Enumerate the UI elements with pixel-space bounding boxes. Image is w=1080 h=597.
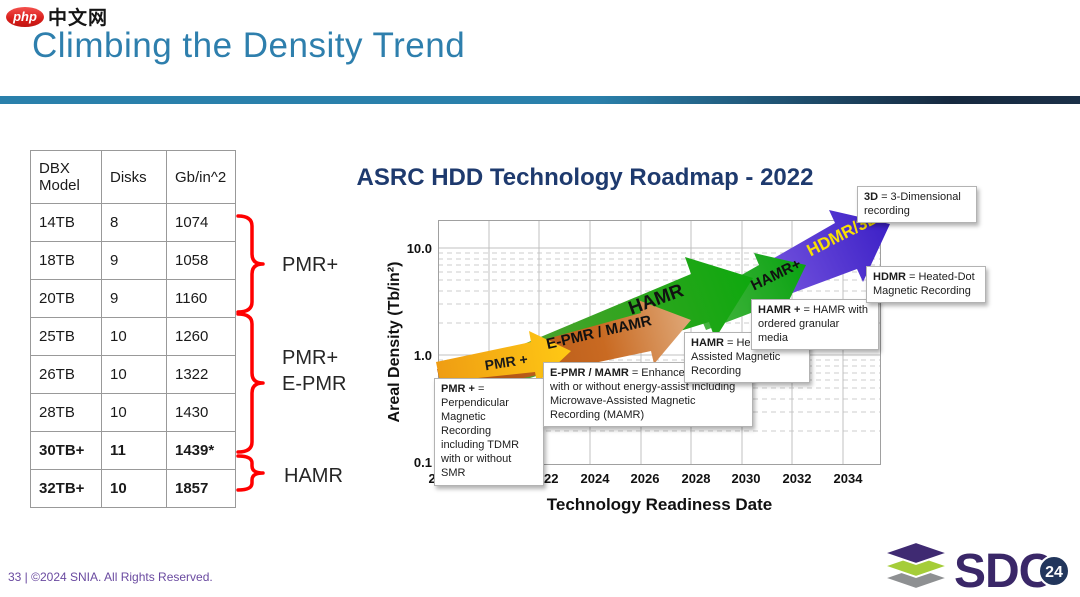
- plot-frame: [438, 220, 881, 465]
- cell-density: 1074: [166, 203, 236, 242]
- x-axis-label: Technology Readiness Date: [546, 495, 773, 514]
- page-title: Climbing the Density Trend: [32, 26, 466, 65]
- cell-density: 1058: [166, 241, 236, 280]
- cell-disks: 10: [101, 469, 167, 508]
- sdc-badge-circle: [1038, 555, 1070, 587]
- note-term: HDMR: [873, 271, 906, 283]
- table-row: 30TB+ 11 1439*: [30, 431, 236, 470]
- x-tick: 2028: [681, 471, 711, 486]
- note-hamr-plus: HAMR + = HAMR with ordered granular media: [751, 299, 879, 351]
- cell-density: 1322: [166, 355, 236, 394]
- arrow-label-pmr-plus: PMR +: [484, 351, 529, 374]
- cell-density: 1430: [166, 393, 236, 432]
- cell-disks: 10: [101, 355, 167, 394]
- col-header-disks: Disks: [101, 150, 167, 204]
- x-tick: 2024: [580, 471, 610, 486]
- note-term: 3D: [864, 191, 879, 203]
- cell-model: 32TB+: [30, 469, 102, 508]
- x-tick: 2034: [833, 471, 863, 486]
- table-row: 28TB 10 1430: [30, 393, 236, 432]
- cell-model: 25TB: [30, 317, 102, 356]
- php-site-logo: php 中文网: [6, 3, 108, 30]
- brace-label-hamr: HAMR: [284, 465, 343, 487]
- table-header-row: DBX Model Disks Gb/in^2: [30, 150, 236, 204]
- x-tick: 2032: [782, 471, 812, 486]
- note-term: HAMR: [691, 337, 724, 349]
- brace-epmr: [236, 312, 265, 454]
- x-tick: 2030: [731, 471, 761, 486]
- table-row: 32TB+ 10 1857: [30, 469, 236, 508]
- cell-model: 30TB+: [30, 431, 102, 470]
- cell-disks: 10: [101, 317, 167, 356]
- sdc-wordmark: SDC: [954, 545, 1053, 596]
- footer-copyright: 33 | ©2024 SNIA. All Rights Reserved.: [8, 570, 213, 584]
- chart-title: ASRC HDD Technology Roadmap - 2022: [356, 164, 814, 191]
- sdc-badge-year: 24: [1045, 564, 1063, 581]
- cell-density: 1857: [166, 469, 236, 508]
- note-text: = Heat-Assisted Magnetic Recording: [691, 337, 781, 378]
- sdc-layers-icon: [880, 540, 952, 591]
- arrow-pmr-plus: [436, 331, 571, 383]
- note-text: = Heated-Dot Magnetic Recording: [873, 271, 975, 298]
- y-tick: 1.0: [413, 348, 432, 363]
- cell-model: 26TB: [30, 355, 102, 394]
- sdc-logo: SDC 24: [880, 540, 1070, 596]
- cell-model: 18TB: [30, 241, 102, 280]
- note-text: = Enhanced PMR + with or without energy-…: [550, 367, 736, 422]
- brace-pmr: [236, 214, 265, 314]
- col-header-density: Gb/in^2: [166, 150, 236, 204]
- title-divider-bar: [0, 96, 1080, 104]
- note-term: E-PMR / MAMR: [550, 367, 629, 379]
- cell-disks: 9: [101, 279, 167, 318]
- table-row: 26TB 10 1322: [30, 355, 236, 394]
- cell-model: 14TB: [30, 203, 102, 242]
- dbx-density-table: DBX Model Disks Gb/in^2 14TB 8 1074 18TB…: [30, 150, 236, 508]
- y-tick: 0.1: [413, 455, 432, 470]
- cell-density: 1439*: [166, 431, 236, 470]
- grouping-braces: [236, 214, 265, 492]
- cell-model: 28TB: [30, 393, 102, 432]
- y-axis-label: Areal Density (Tb/in²): [386, 261, 403, 423]
- table-row: 18TB 9 1058: [30, 241, 236, 280]
- table-row: 14TB 8 1074: [30, 203, 236, 242]
- brace-hamr: [236, 454, 265, 492]
- cell-disks: 11: [101, 431, 167, 470]
- brace-label-pmr: PMR+: [282, 254, 339, 276]
- note-hdmr: HDMR = Heated-Dot Magnetic Recording: [866, 266, 986, 304]
- table-row: 25TB 10 1260: [30, 317, 236, 356]
- note-text: = HAMR with ordered granular media: [758, 304, 868, 345]
- note-3d: 3D = 3-Dimensional recording: [857, 186, 977, 224]
- cell-density: 1160: [166, 279, 236, 318]
- note-text: = Perpendicular Magnetic Recording inclu…: [441, 383, 520, 480]
- php-site-name: 中文网: [48, 8, 109, 29]
- table-row: 20TB 9 1160: [30, 279, 236, 318]
- php-logo-icon: php: [6, 6, 44, 27]
- cell-disks: 8: [101, 203, 167, 242]
- x-tick: 2026: [630, 471, 660, 486]
- col-header-model: DBX Model: [30, 150, 102, 204]
- note-pmr-plus: PMR + = Perpendicular Magnetic Recording …: [434, 378, 544, 486]
- cell-disks: 9: [101, 241, 167, 280]
- note-term: PMR +: [441, 383, 475, 395]
- note-term: HAMR +: [758, 304, 801, 316]
- cell-model: 20TB: [30, 279, 102, 318]
- note-text: = 3-Dimensional recording: [864, 191, 961, 218]
- cell-density: 1260: [166, 317, 236, 356]
- y-tick: 10.0: [406, 241, 432, 256]
- brace-label-pmr-epmr: PMR+ E-PMR: [282, 347, 347, 395]
- cell-disks: 10: [101, 393, 167, 432]
